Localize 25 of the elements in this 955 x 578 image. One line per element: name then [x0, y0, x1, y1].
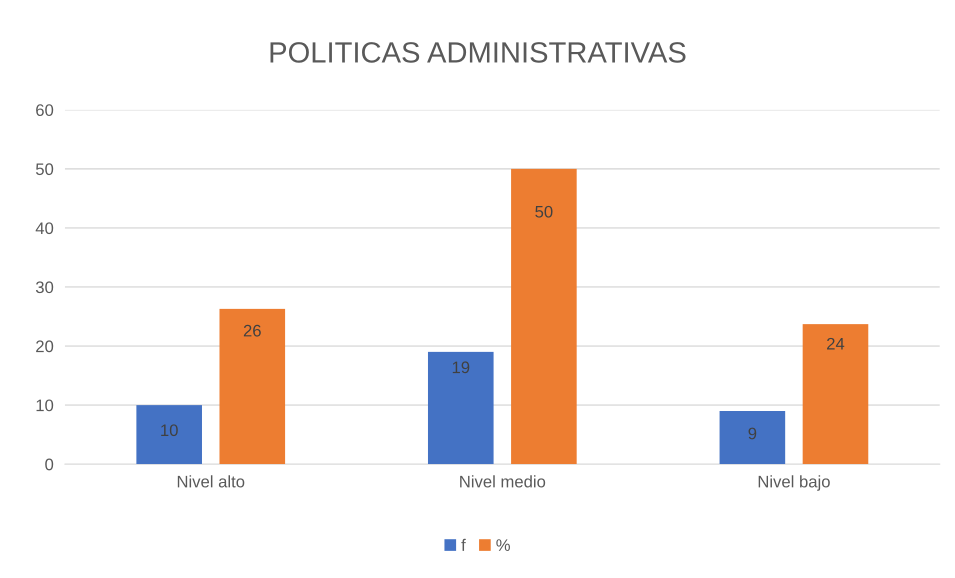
bar: [219, 308, 286, 464]
bar: [720, 410, 786, 464]
data-label: 9: [748, 428, 756, 440]
bar: [802, 324, 868, 464]
legend-label: %: [496, 539, 510, 551]
y-tick-label: 60: [36, 104, 54, 116]
data-label: 10: [161, 424, 178, 436]
data-label: 24: [827, 338, 844, 350]
y-tick-label: 30: [36, 281, 54, 294]
legend-label: f: [461, 538, 466, 551]
x-tick-label: Nivel bajo: [758, 475, 830, 491]
bar: [136, 405, 202, 464]
y-tick-label: 0: [45, 458, 54, 470]
y-tick-label: 40: [36, 222, 54, 234]
data-label: 19: [452, 361, 470, 374]
y-tick-label: 20: [36, 340, 54, 352]
bar: [428, 352, 494, 464]
x-tick-label: Nivel medio: [460, 475, 546, 488]
chart-title: POLITICAS ADMINISTRATIVAS: [270, 42, 686, 63]
y-tick-label: 10: [36, 399, 54, 412]
bar: [511, 168, 577, 464]
x-tick-label: Nivel alto: [178, 475, 244, 488]
data-label: 26: [244, 324, 261, 337]
y-tick-label: 50: [36, 163, 54, 176]
data-label: 50: [535, 206, 552, 218]
